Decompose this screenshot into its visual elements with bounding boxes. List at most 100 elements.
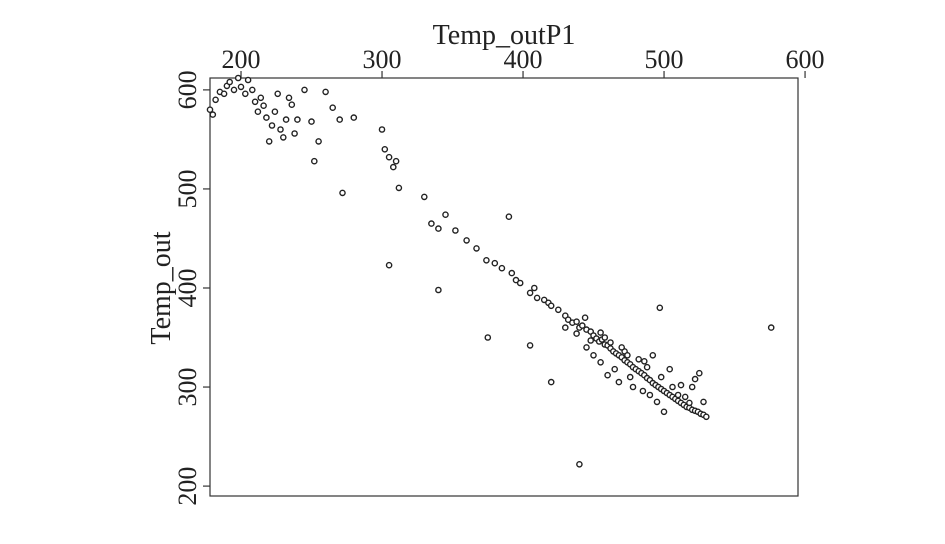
data-point — [322, 88, 329, 96]
data-point — [526, 342, 534, 349]
data-point — [483, 256, 490, 264]
data-point — [579, 322, 586, 329]
data-point — [279, 134, 287, 141]
data-point — [688, 383, 696, 391]
data-point — [206, 106, 214, 113]
data-point — [288, 101, 296, 108]
data-point — [277, 126, 284, 133]
y-axis-label: Temp_out — [146, 231, 177, 344]
data-point — [601, 334, 609, 341]
data-point — [639, 387, 647, 395]
data-point — [428, 220, 435, 227]
x-tick-label: 400 — [504, 45, 543, 74]
data-point — [257, 94, 265, 102]
data-point — [587, 337, 595, 344]
data-point — [435, 286, 442, 294]
data-points — [206, 74, 775, 468]
data-point — [285, 94, 293, 102]
data-point — [700, 398, 707, 406]
data-point — [498, 264, 506, 272]
data-point — [473, 245, 480, 252]
data-point — [378, 126, 386, 133]
data-point — [590, 351, 597, 359]
y-tick-label: 500 — [173, 169, 202, 208]
data-point — [301, 86, 308, 94]
data-point — [573, 330, 580, 337]
data-point — [260, 102, 267, 109]
data-point — [389, 163, 397, 171]
data-point — [618, 344, 626, 351]
data-point — [767, 324, 775, 331]
data-point — [607, 339, 614, 346]
data-point — [533, 294, 541, 302]
data-point — [336, 116, 344, 123]
data-point — [674, 391, 682, 399]
data-point — [666, 365, 674, 373]
data-point — [350, 114, 358, 121]
data-point — [615, 378, 623, 386]
data-point — [263, 114, 270, 121]
data-point — [505, 213, 513, 220]
data-point — [531, 284, 538, 292]
data-point — [315, 138, 322, 145]
y-tick-label: 400 — [173, 268, 202, 307]
data-point — [597, 358, 604, 366]
x-tick-label: 500 — [645, 45, 684, 74]
data-point — [234, 74, 242, 82]
data-point — [230, 86, 238, 94]
data-point — [392, 157, 400, 165]
plot-frame — [209, 77, 799, 497]
data-point — [540, 296, 548, 304]
data-point — [649, 351, 657, 359]
data-point — [237, 83, 245, 91]
data-point — [294, 116, 301, 123]
data-point — [385, 153, 393, 161]
data-point — [241, 90, 249, 98]
data-point — [583, 344, 590, 351]
data-point — [703, 413, 710, 421]
x-tick-label: 600 — [786, 45, 825, 74]
data-point — [597, 329, 604, 336]
data-point — [244, 76, 252, 84]
data-point — [484, 334, 492, 341]
data-point — [265, 138, 273, 145]
data-point — [626, 373, 634, 381]
data-point — [254, 108, 262, 115]
data-point — [308, 118, 315, 125]
x-tick-label: 200 — [222, 45, 261, 74]
data-point — [611, 365, 619, 373]
data-point — [657, 373, 665, 381]
y-tick-label: 200 — [173, 467, 202, 506]
data-point — [385, 261, 393, 269]
data-point — [442, 211, 449, 218]
data-point — [643, 363, 651, 371]
data-point — [681, 393, 689, 401]
data-point — [573, 318, 580, 326]
data-point — [604, 371, 611, 379]
data-point — [669, 383, 676, 391]
data-point — [696, 369, 703, 377]
data-point — [686, 399, 693, 407]
data-point — [677, 381, 685, 389]
axis-ticks: 200 300 400 500 600 200 300 400 500 600 — [173, 45, 825, 506]
data-point — [547, 302, 555, 310]
data-point — [576, 460, 583, 468]
data-point — [656, 304, 664, 312]
data-point — [646, 391, 654, 399]
data-point — [339, 189, 346, 197]
data-point — [220, 90, 228, 98]
y-tick-label: 600 — [173, 70, 202, 109]
data-point — [381, 145, 389, 153]
data-point — [395, 184, 403, 192]
data-point — [452, 227, 459, 234]
data-point — [555, 306, 562, 314]
data-point — [624, 351, 631, 359]
data-point — [508, 269, 516, 277]
y-tick-label: 300 — [173, 368, 202, 407]
data-point — [653, 398, 661, 406]
data-point — [420, 193, 428, 201]
x-axis-label: Temp_outP1 — [433, 20, 576, 51]
data-point — [274, 90, 282, 98]
data-point — [564, 316, 572, 324]
